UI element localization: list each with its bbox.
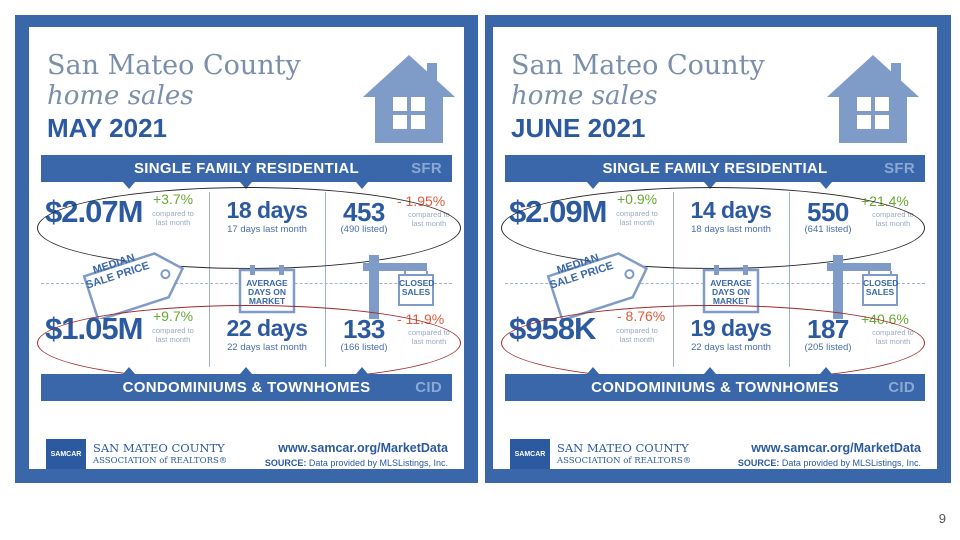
sfr-tag: SFR	[884, 160, 915, 177]
cid-banner: CONDOMINIUMS & TOWNHOMES CID	[41, 374, 452, 401]
banner-pointer	[704, 182, 716, 189]
banner-pointer	[820, 367, 832, 374]
sfr-banner-label: SINGLE FAMILY RESIDENTIAL	[602, 160, 828, 177]
price-tag-icon	[82, 252, 185, 319]
column-divider	[789, 192, 790, 367]
house-icon	[363, 55, 455, 143]
page-number: 9	[938, 511, 946, 526]
sfr-banner: SINGLE FAMILY RESIDENTIAL SFR	[41, 155, 452, 182]
source-note: SOURCE: Data provided by MLSListings, In…	[264, 458, 448, 468]
banner-pointer	[240, 182, 252, 189]
average-days-label: AVERAGE DAYS ON MARKET	[246, 278, 288, 306]
banner-pointer	[820, 182, 832, 189]
closed-sales-label: CLOSED SALES	[399, 278, 435, 297]
banner-pointer	[356, 367, 368, 374]
market-data-link[interactable]: www.samcar.org/MarketData	[751, 441, 921, 455]
banner-pointer	[123, 182, 135, 189]
sign-post-icon	[363, 255, 434, 319]
title-subtitle: home sales	[511, 81, 658, 111]
title-county: San Mateo County	[47, 50, 301, 81]
samcar-logo: SAMCAR	[510, 439, 550, 469]
may-2021-panel: San Mateo County home sales MAY 2021 SIN…	[15, 15, 478, 483]
title-subtitle: home sales	[47, 81, 194, 111]
sfr-banner: SINGLE FAMILY RESIDENTIAL SFR	[505, 155, 925, 182]
title-county: San Mateo County	[511, 50, 765, 81]
association-name: SAN MATEO COUNTY	[557, 441, 689, 455]
market-data-link[interactable]: www.samcar.org/MarketData	[278, 441, 448, 455]
cid-tag: CID	[888, 379, 915, 396]
banner-pointer	[240, 367, 252, 374]
banner-pointer	[587, 367, 599, 374]
column-divider	[209, 192, 210, 367]
banner-pointer	[356, 182, 368, 189]
column-divider	[325, 192, 326, 367]
highlight-ellipse-sfr	[501, 187, 925, 269]
samcar-logo: SAMCAR	[46, 439, 86, 469]
banner-pointer	[587, 182, 599, 189]
banner-pointer	[704, 367, 716, 374]
cid-banner-label: CONDOMINIUMS & TOWNHOMES	[122, 379, 371, 396]
sfr-tag: SFR	[411, 160, 442, 177]
association-subtitle: ASSOCIATION of REALTORS®	[557, 456, 692, 466]
price-tag-icon	[546, 252, 649, 319]
association-name: SAN MATEO COUNTY	[93, 441, 225, 455]
title-month: JUNE 2021	[511, 113, 646, 143]
highlight-ellipse-sfr	[37, 187, 461, 269]
column-divider	[673, 192, 674, 367]
cid-banner-label: CONDOMINIUMS & TOWNHOMES	[591, 379, 839, 396]
association-subtitle: ASSOCIATION of REALTORS®	[93, 456, 228, 466]
infographic-card: San Mateo County home sales JUNE 2021 SI…	[493, 27, 937, 469]
source-note: SOURCE: Data provided by MLSListings, In…	[737, 458, 921, 468]
closed-sales-label: CLOSED SALES	[863, 278, 899, 297]
june-2021-panel: San Mateo County home sales JUNE 2021 SI…	[485, 15, 951, 483]
infographic-card: San Mateo County home sales MAY 2021 SIN…	[29, 27, 464, 469]
banner-pointer	[123, 367, 135, 374]
cid-tag: CID	[415, 379, 442, 396]
sign-post-icon	[827, 255, 898, 319]
average-days-label: AVERAGE DAYS ON MARKET	[710, 278, 752, 306]
sfr-banner-label: SINGLE FAMILY RESIDENTIAL	[133, 160, 360, 177]
house-icon	[827, 55, 919, 143]
cid-banner: CONDOMINIUMS & TOWNHOMES CID	[505, 374, 925, 401]
title-month: MAY 2021	[47, 113, 167, 143]
